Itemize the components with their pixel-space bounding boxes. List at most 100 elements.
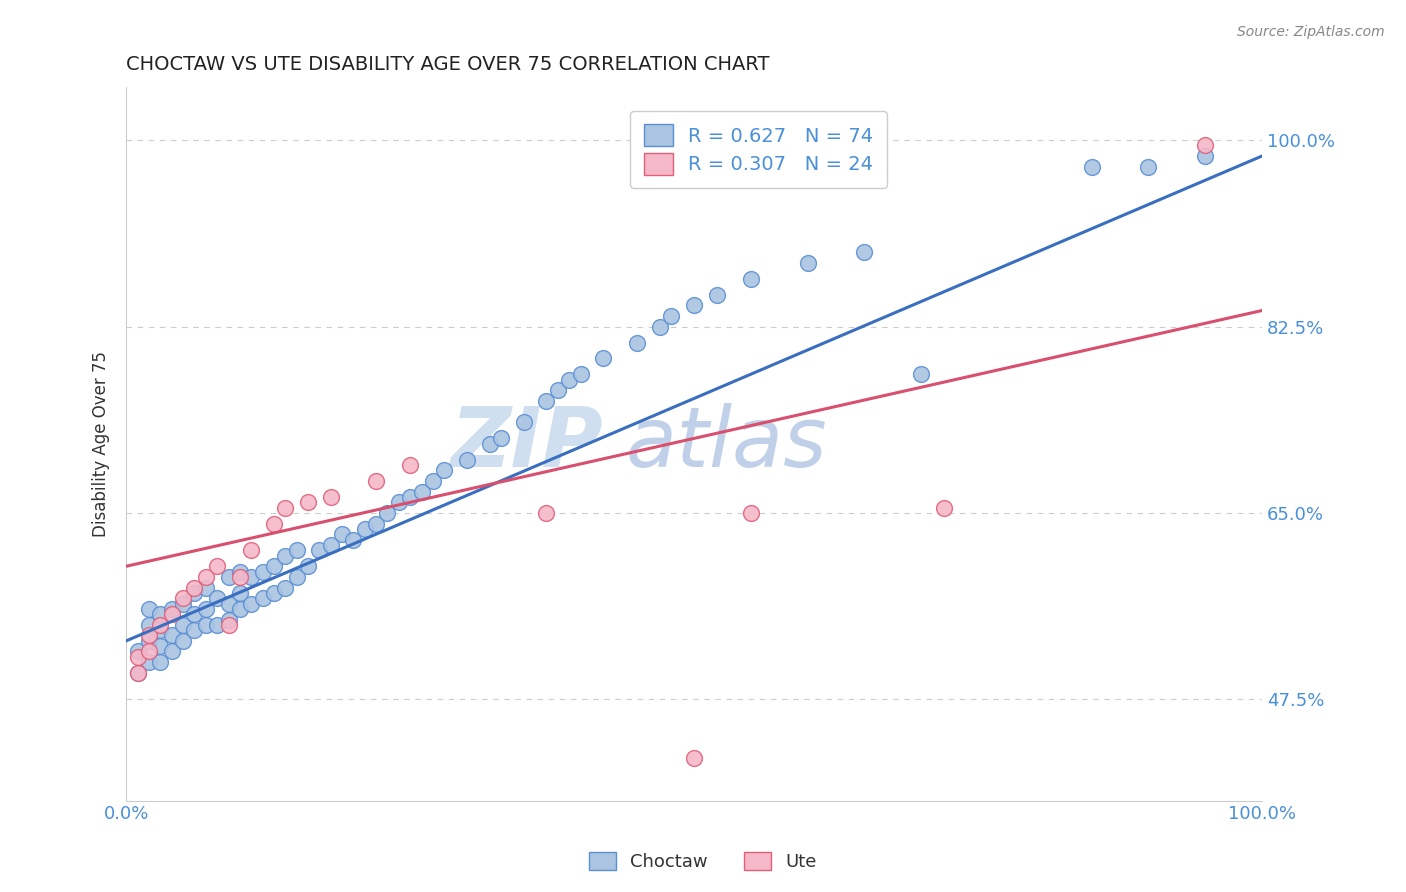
Point [160,628,183,642]
Point [297,559,319,574]
Point [740,506,762,520]
Point [319,490,342,504]
Point [194,617,217,632]
Point [478,436,501,450]
Point [388,495,411,509]
Text: CHOCTAW VS UTE DISABILITY AGE OVER 75 CORRELATION CHART: CHOCTAW VS UTE DISABILITY AGE OVER 75 CO… [127,55,770,74]
Point [683,298,706,312]
Point [138,633,160,648]
Point [183,623,205,637]
Point [252,565,274,579]
Point [274,500,297,515]
Point [411,484,433,499]
Point [205,617,228,632]
Point [433,463,456,477]
Point [932,500,955,515]
Point [853,244,876,259]
Point [229,570,252,584]
Point [342,533,364,547]
Point [160,602,183,616]
Point [536,506,558,520]
Point [422,474,444,488]
Point [149,655,172,669]
Point [127,665,149,680]
Point [661,309,683,323]
Text: atlas: atlas [626,403,828,484]
Point [910,368,932,382]
Point [138,655,160,669]
Point [229,586,252,600]
Point [194,602,217,616]
Point [547,384,569,398]
Point [456,452,478,467]
Point [1194,138,1216,153]
Point [1137,160,1160,174]
Point [513,416,536,430]
Point [683,751,706,765]
Point [240,570,263,584]
Point [536,394,558,409]
Point [138,644,160,658]
Point [127,649,149,664]
Point [740,271,762,285]
Point [285,543,308,558]
Point [218,613,240,627]
Point [592,351,614,366]
Point [183,581,205,595]
Point [127,665,149,680]
Point [229,565,252,579]
Point [205,591,228,606]
Point [366,474,388,488]
Point [240,543,263,558]
Point [160,607,183,622]
Point [240,597,263,611]
Point [626,335,648,350]
Point [706,287,728,301]
Point [489,431,512,445]
Point [149,623,172,637]
Point [263,586,285,600]
Point [149,617,172,632]
Point [218,617,240,632]
Point [558,373,581,387]
Point [160,644,183,658]
Point [172,617,194,632]
Y-axis label: Disability Age Over 75: Disability Age Over 75 [93,351,110,537]
Point [285,570,308,584]
Point [252,591,274,606]
Legend: Choctaw, Ute: Choctaw, Ute [582,845,824,879]
Point [648,319,671,334]
Point [263,516,285,531]
Text: Source: ZipAtlas.com: Source: ZipAtlas.com [1237,25,1385,39]
Point [194,581,217,595]
Point [399,490,422,504]
Point [569,368,592,382]
Point [138,628,160,642]
Point [377,506,399,520]
Point [1194,149,1216,163]
Point [172,591,194,606]
Point [205,559,228,574]
Point [366,516,388,531]
Point [183,586,205,600]
Point [353,522,375,536]
Point [172,633,194,648]
Point [218,570,240,584]
Point [183,607,205,622]
Point [796,255,818,269]
Point [1080,160,1102,174]
Point [274,581,297,595]
Legend: R = 0.627   N = 74, R = 0.307   N = 24: R = 0.627 N = 74, R = 0.307 N = 24 [630,111,887,188]
Point [138,602,160,616]
Point [297,495,319,509]
Point [263,559,285,574]
Point [399,458,422,472]
Point [138,617,160,632]
Point [274,549,297,563]
Point [218,597,240,611]
Text: ZIP: ZIP [451,403,603,484]
Point [149,607,172,622]
Point [149,639,172,653]
Point [330,527,353,541]
Point [194,570,217,584]
